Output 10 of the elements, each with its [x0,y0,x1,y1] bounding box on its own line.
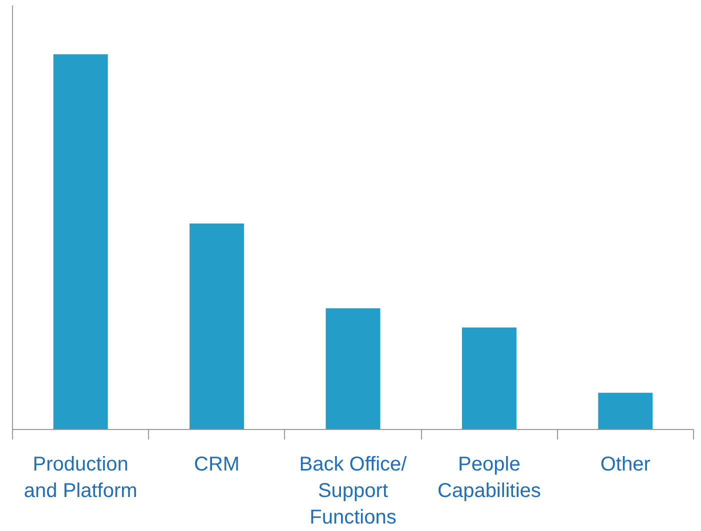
bar [462,327,516,430]
x-tick-label: CRM [194,454,240,476]
bar [53,54,108,430]
bar [598,392,653,430]
x-tick-label: Back Office/ Support Functions [299,454,408,528]
bar [326,308,380,430]
x-tick-label: People Capabilities [438,454,541,502]
bar [190,224,244,430]
x-tick-label: Other [600,454,651,476]
x-tick-label: Production and Platform [24,454,138,502]
